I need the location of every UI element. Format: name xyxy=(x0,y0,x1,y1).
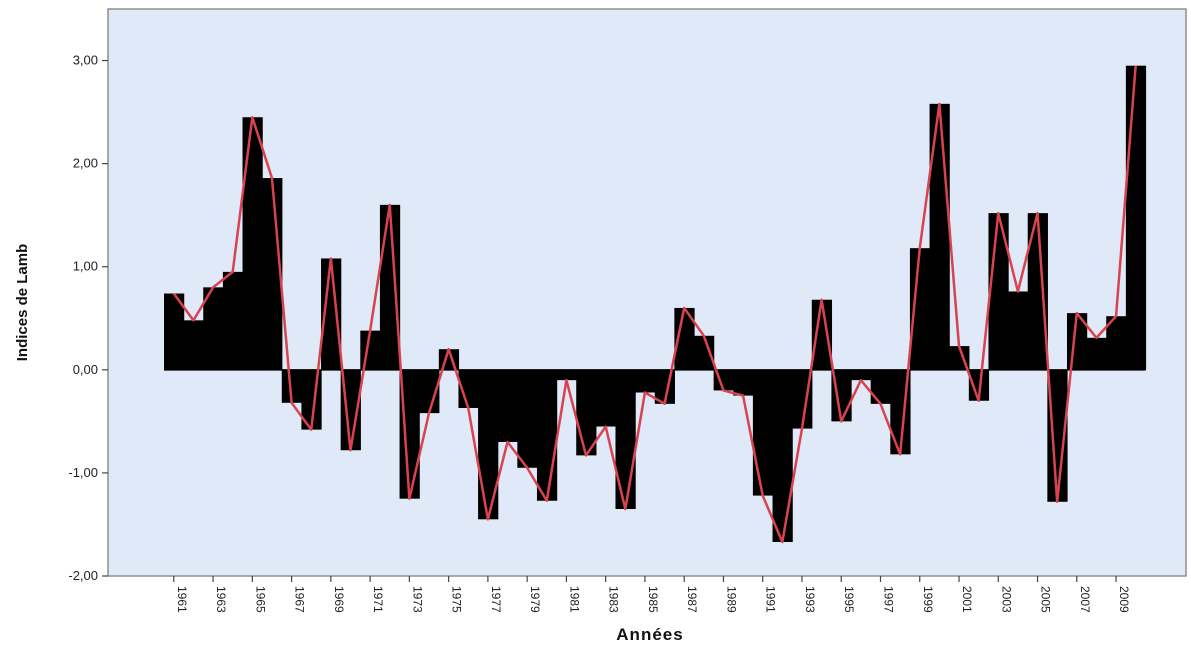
bar-1984 xyxy=(615,369,636,509)
x-tick-label: 1983 xyxy=(607,586,621,613)
x-tick-label: 1985 xyxy=(646,586,660,613)
x-tick-label: 1973 xyxy=(410,586,424,613)
bar-2003 xyxy=(988,213,1009,370)
x-tick-label: 2009 xyxy=(1117,586,1131,613)
y-tick-label: 1,00 xyxy=(73,259,98,274)
bar-1999 xyxy=(909,248,931,370)
x-tick-label: 1981 xyxy=(567,586,581,613)
y-axis: -2,00 -1,00 0,00 1,00 2,00 3,00 xyxy=(68,53,108,583)
bar-1981 xyxy=(556,369,577,381)
bar-2005 xyxy=(1027,213,1048,370)
x-axis: 1961 1963 1965 1967 1969 1971 1973 1975 1977 1979… xyxy=(173,576,1131,613)
bar-1990 xyxy=(733,369,754,396)
x-tick-label: 1969 xyxy=(332,586,346,613)
bar-1980 xyxy=(536,369,558,501)
x-tick-label: 2001 xyxy=(960,586,974,613)
bar-1965 xyxy=(242,117,263,370)
bar-1964 xyxy=(222,271,244,370)
bar-1979 xyxy=(517,369,538,468)
bar-2010 xyxy=(1125,65,1147,370)
x-tick-label: 1961 xyxy=(175,586,189,613)
bar-2000 xyxy=(929,103,950,370)
bar-2004 xyxy=(1008,291,1029,370)
bar-1994 xyxy=(811,299,833,370)
bar-2008 xyxy=(1086,337,1107,370)
bar-1967 xyxy=(281,369,303,403)
bar-1996 xyxy=(851,369,872,381)
bar-1985 xyxy=(635,369,656,393)
x-tick-label: 1987 xyxy=(685,586,699,613)
y-axis-title: Indices de Lamb xyxy=(14,244,31,362)
bar-2009 xyxy=(1106,316,1127,370)
y-tick-label: 0,00 xyxy=(73,362,98,377)
bar-1997 xyxy=(870,369,891,404)
bar-1991 xyxy=(752,369,774,496)
x-tick-label: 1989 xyxy=(724,586,738,613)
bar-1961 xyxy=(164,293,185,370)
y-tick-label: 2,00 xyxy=(73,156,98,171)
x-tick-label: 1971 xyxy=(371,586,385,613)
x-tick-label: 1967 xyxy=(293,586,307,613)
x-tick-label: 1975 xyxy=(450,586,464,613)
x-tick-label: 2005 xyxy=(1039,586,1053,613)
bar-1983 xyxy=(595,369,617,427)
y-tick-label: -1,00 xyxy=(68,465,98,480)
x-tick-label: 1995 xyxy=(842,586,856,613)
y-tick-label: -2,00 xyxy=(68,568,98,583)
bar-1962 xyxy=(183,320,204,370)
bar-1963 xyxy=(203,287,224,370)
x-tick-label: 2007 xyxy=(1078,586,1092,613)
x-tick-label: 1963 xyxy=(214,586,228,613)
bar-1972 xyxy=(379,204,401,370)
bar-1970 xyxy=(340,369,361,451)
y-tick-label: 3,00 xyxy=(73,53,98,68)
bar-1992 xyxy=(772,369,793,542)
x-tick-label: 1999 xyxy=(921,586,935,613)
x-tick-label: 1965 xyxy=(253,586,267,613)
bar-2006 xyxy=(1047,369,1068,502)
bar-1976 xyxy=(458,369,479,408)
bar-1978 xyxy=(497,369,518,442)
bar-1987 xyxy=(674,307,695,370)
bar-1974 xyxy=(419,369,440,414)
x-tick-label: 2003 xyxy=(999,586,1013,613)
x-tick-label: 1993 xyxy=(803,586,817,613)
bar-1993 xyxy=(792,369,813,429)
x-tick-label: 1991 xyxy=(764,586,778,613)
bar-1977 xyxy=(478,369,499,520)
bar-1969 xyxy=(321,258,342,370)
bar-1973 xyxy=(399,369,420,499)
line-series xyxy=(172,65,1137,544)
bar-2002 xyxy=(968,369,990,401)
x-tick-label: 1997 xyxy=(881,586,895,613)
bar-1988 xyxy=(694,335,715,370)
x-tick-label: 1979 xyxy=(528,586,542,613)
x-axis-title: Années xyxy=(616,625,683,644)
x-tick-label: 1977 xyxy=(489,586,503,613)
